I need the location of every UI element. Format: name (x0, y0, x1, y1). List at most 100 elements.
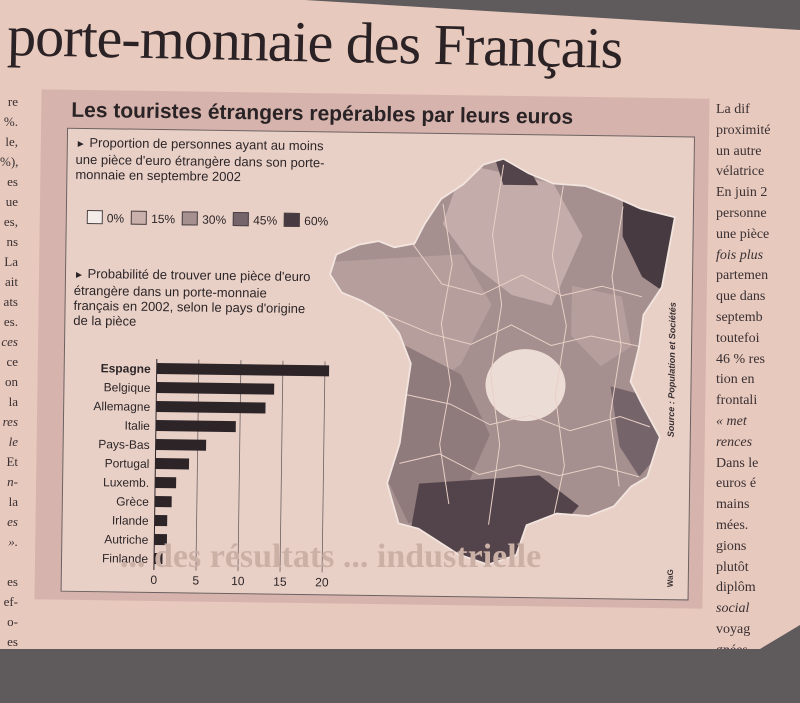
left-column-line: le, (5, 134, 18, 149)
bar (155, 419, 236, 433)
legend-label: 30% (202, 212, 227, 227)
right-column-line: cance (716, 684, 748, 700)
bar-chart: Espagne Belgique Allemagne Italie Pays-Bas Po… (93, 358, 330, 589)
right-column-line: gions (716, 538, 747, 554)
right-column-line: proximité (716, 122, 771, 138)
left-column-line: ces (1, 334, 18, 349)
left-column-line: on (5, 374, 18, 389)
right-column-line: toutefoi (716, 330, 760, 346)
right-column-line: septemb (716, 309, 763, 325)
left-column-line: ats (3, 294, 18, 309)
legend-item: 15% (131, 210, 176, 227)
right-column-line: rences (716, 434, 753, 450)
right-column-line: mains (716, 497, 750, 513)
bar (155, 438, 207, 451)
infographic-panel: ► Proportion de personnes ayant au moins… (60, 127, 695, 601)
right-column-line: diplôm (716, 580, 756, 596)
bar-chart-description: ► Probabilité de trouver une pièce d'eur… (73, 266, 314, 331)
left-column-line: ait (5, 274, 18, 289)
left-column-line: es (7, 514, 18, 529)
bar (154, 533, 168, 546)
left-column-line: es (7, 574, 18, 589)
x-tick-label: 10 (231, 574, 245, 588)
gridline (195, 359, 200, 571)
category-label: Luxemb. (103, 475, 149, 490)
right-column-line: une pièce (716, 226, 770, 242)
left-column-line: ef- (3, 594, 18, 609)
left-column-line: ue (5, 194, 18, 209)
infographic-title: Les touristes étrangers repérables par l… (71, 98, 574, 129)
right-column-line: fois plus (716, 247, 764, 263)
bar (154, 514, 168, 527)
category-label: Irlande (112, 513, 149, 528)
legend-label: 0% (106, 211, 125, 226)
right-column-line: social (716, 601, 750, 617)
left-column-line: es, (3, 214, 18, 229)
department-borders (381, 164, 651, 525)
map-description-text: Proportion de personnes ayant au moins u… (75, 135, 325, 185)
right-column-line: tion en (716, 372, 755, 388)
infographic-box: Les touristes étrangers repérables par l… (34, 89, 710, 609)
left-column-line: Et (6, 454, 18, 469)
x-tick-label: 20 (315, 575, 329, 589)
right-column-line: La dif (716, 102, 750, 117)
right-column-line: 46 % res (716, 351, 765, 367)
bar (154, 495, 172, 508)
category-label: Pays-Bas (98, 437, 150, 452)
right-column-line: frontali (716, 393, 758, 409)
left-column-line: es (7, 634, 18, 649)
right-column-line: partemen (716, 268, 769, 284)
x-tick-label: 5 (192, 574, 199, 588)
x-tick-label: 0 (150, 573, 157, 587)
left-column-line: o- (7, 614, 18, 629)
left-column-gap (0, 552, 18, 572)
right-column-line: « met (716, 413, 747, 429)
right-column-line: euros é (716, 476, 757, 492)
left-column-line: es. (3, 314, 18, 329)
bar (155, 476, 177, 489)
next-article-headline: ... des résultats ... industrielle (120, 538, 542, 575)
right-column-line: gnées (716, 642, 748, 658)
page-headline: porte-monnaie des Français (6, 2, 623, 81)
left-column-line: ne- (1, 674, 18, 689)
legend-swatch (86, 210, 103, 225)
left-column-line: la (8, 494, 18, 509)
legend-swatch (131, 210, 148, 225)
legend-item: 0% (86, 210, 125, 226)
right-column-line: mées. (716, 517, 749, 533)
gridline (279, 360, 284, 572)
category-label: Allemagne (93, 399, 150, 414)
legend-item: 30% (182, 211, 226, 227)
france-choropleth-map (326, 156, 676, 568)
bullet-arrow-icon: ► (73, 269, 84, 281)
left-column-line: es (7, 174, 18, 189)
left-column-line: e- (7, 654, 18, 669)
bullet-arrow-icon: ► (75, 138, 86, 150)
legend-label: 45% (253, 213, 278, 228)
gridline (321, 361, 326, 573)
bar (156, 381, 275, 395)
right-column-line: que dans (716, 289, 766, 305)
bar (153, 552, 163, 565)
left-column-line: %. (3, 114, 18, 129)
category-label: Autriche (104, 532, 149, 547)
gridline (237, 360, 242, 572)
category-label: Espagne (101, 361, 152, 376)
legend-item: 45% (233, 212, 277, 228)
map-shading (326, 156, 676, 568)
category-label: Finlande (102, 551, 149, 566)
left-column-line: ce (6, 354, 18, 369)
artist-credit: WaG (665, 569, 675, 588)
right-column-line: un autre (716, 143, 762, 159)
category-label: Grèce (116, 494, 149, 508)
bar-chart-description-text: Probabilité de trouver une pièce d'euro … (73, 266, 311, 329)
right-column-line: quelq (716, 663, 748, 679)
right-column-line: vélatrice (716, 164, 765, 180)
left-column-line: le (8, 434, 18, 449)
right-column-line: plutôt (716, 559, 749, 575)
left-text-column: re%. le,%), es ue es, ns La ait ats es. ces ce on la r… (0, 92, 18, 689)
legend-swatch (182, 211, 199, 226)
bar (156, 362, 330, 377)
category-label: Belgique (104, 380, 151, 395)
legend-label: 15% (151, 211, 176, 227)
